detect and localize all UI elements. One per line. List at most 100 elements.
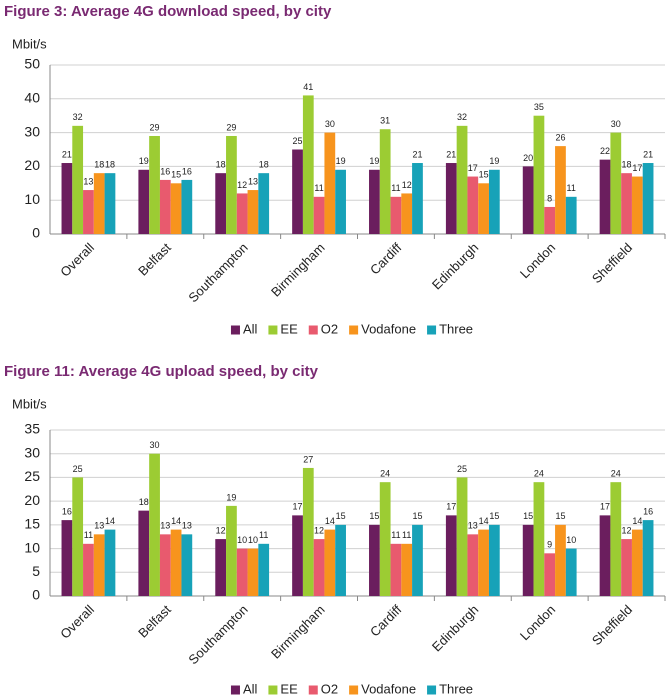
bar (610, 482, 622, 596)
data-label: 19 (369, 156, 379, 166)
data-label: 24 (611, 469, 621, 479)
bar (313, 196, 325, 234)
bar (610, 132, 622, 234)
data-label: 12 (314, 525, 324, 535)
data-label: 24 (534, 469, 544, 479)
data-label: 16 (643, 506, 653, 516)
bar (292, 515, 303, 596)
bar (215, 173, 227, 234)
x-tick-label: Cardiff (367, 240, 405, 278)
bar (258, 543, 270, 596)
x-tick-label: Edinburgh (429, 240, 482, 293)
x-tick-label: Birmingham (268, 602, 328, 662)
bar (642, 520, 654, 596)
legend-label: Vodafone (361, 321, 416, 336)
data-label: 11 (567, 183, 576, 193)
data-label: 19 (139, 156, 149, 166)
legend-label: All (243, 681, 258, 696)
x-tick-label: London (517, 602, 558, 643)
bar (292, 149, 303, 234)
bar (488, 169, 500, 234)
bar (302, 467, 314, 596)
data-label: 11 (259, 530, 268, 540)
bar (642, 163, 654, 234)
bar (149, 453, 160, 596)
data-label: 13 (248, 176, 258, 186)
bar (170, 529, 182, 596)
bar (544, 206, 556, 234)
data-label: 18 (259, 160, 269, 170)
data-label: 16 (182, 166, 192, 176)
legend-label: EE (280, 321, 298, 336)
data-label: 21 (643, 149, 653, 159)
bar (445, 515, 457, 596)
legend-label: All (243, 321, 258, 336)
bar (247, 548, 259, 596)
bar (83, 543, 94, 596)
x-tick-label: Overall (57, 240, 97, 280)
data-label: 13 (160, 521, 170, 531)
data-label: 13 (94, 521, 104, 531)
bar (379, 482, 391, 596)
data-label: 24 (380, 469, 390, 479)
y-tick-label: 15 (24, 516, 40, 532)
data-label: 17 (600, 502, 610, 512)
data-label: 19 (226, 492, 236, 502)
bar (159, 534, 171, 596)
bar (369, 524, 380, 596)
y-axis-label: Mbit/s (12, 396, 47, 411)
bar (478, 183, 489, 234)
bar (631, 176, 643, 234)
data-label: 11 (314, 183, 323, 193)
legend-label: O2 (321, 681, 338, 696)
bar (401, 193, 413, 234)
legend-label: Three (439, 321, 473, 336)
y-tick-label: 10 (24, 191, 40, 207)
bar (61, 520, 73, 596)
chart-title: Figure 11: Average 4G upload speed, by c… (4, 363, 319, 380)
data-label: 22 (600, 146, 610, 156)
bar (181, 534, 193, 596)
data-label: 15 (523, 511, 533, 521)
data-label: 32 (73, 112, 83, 122)
bar (599, 515, 611, 596)
data-label: 15 (479, 170, 489, 180)
bar (412, 524, 423, 596)
x-tick-label: London (517, 240, 558, 281)
bar (555, 524, 566, 596)
bar (599, 159, 611, 234)
data-label: 9 (547, 540, 552, 550)
data-label: 17 (293, 502, 303, 512)
data-label: 13 (83, 176, 93, 186)
legend-swatch (308, 685, 318, 695)
data-label: 14 (479, 516, 489, 526)
y-tick-label: 25 (24, 468, 40, 484)
data-label: 14 (105, 516, 115, 526)
y-tick-label: 10 (24, 539, 40, 555)
bar (215, 539, 227, 596)
data-label: 21 (412, 149, 422, 159)
bar (401, 543, 413, 596)
data-label: 19 (336, 156, 346, 166)
data-label: 17 (446, 502, 456, 512)
y-tick-label: 40 (24, 90, 40, 106)
data-label: 14 (325, 516, 335, 526)
data-label: 11 (402, 530, 411, 540)
y-tick-label: 30 (24, 444, 40, 460)
data-label: 18 (94, 160, 104, 170)
x-tick-label: Belfast (135, 602, 174, 641)
data-label: 15 (171, 170, 181, 180)
legend-label: EE (280, 681, 298, 696)
data-label: 14 (171, 516, 181, 526)
data-label: 17 (468, 163, 478, 173)
x-tick-label: Edinburgh (429, 602, 482, 655)
legend-swatch (427, 685, 437, 695)
x-tick-label: Cardiff (367, 602, 405, 640)
data-label: 8 (547, 193, 552, 203)
bar (258, 173, 270, 234)
data-label: 15 (369, 511, 379, 521)
bar (533, 482, 545, 596)
y-tick-label: 0 (32, 587, 40, 603)
legend-swatch (230, 325, 240, 335)
